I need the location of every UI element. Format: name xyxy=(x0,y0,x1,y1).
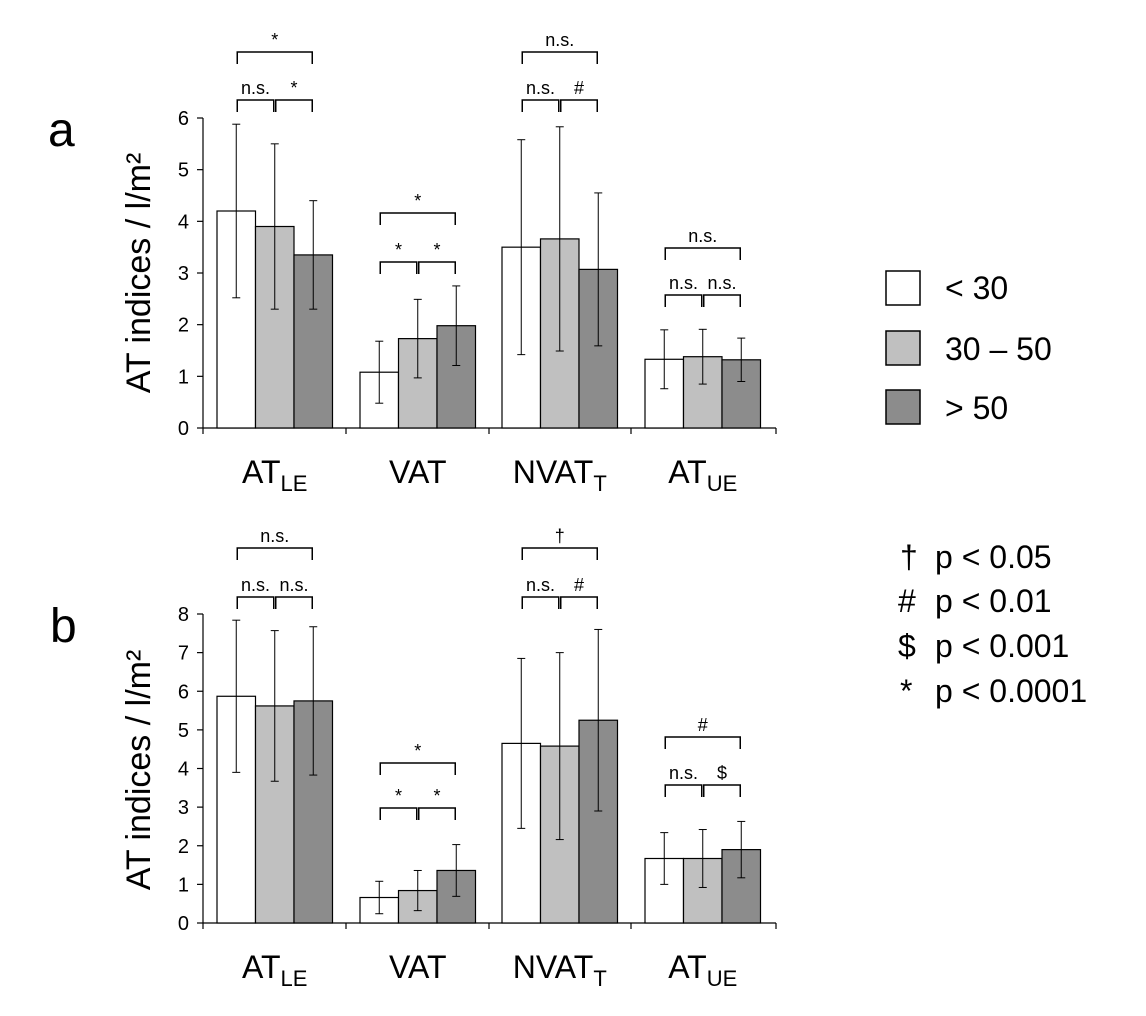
legend-swatch-gt50 xyxy=(885,389,921,425)
significance-bracket xyxy=(275,596,313,609)
sig-text-star: p < 0.0001 xyxy=(935,673,1087,709)
significance-bracket xyxy=(521,596,560,609)
significance-label: n.s. xyxy=(669,763,698,783)
significance-label: n.s. xyxy=(260,526,289,546)
significance-bracket xyxy=(521,547,598,560)
significance-bracket xyxy=(379,261,418,274)
category-label: ATUE xyxy=(668,454,737,496)
y-tick-label: 4 xyxy=(178,211,189,233)
category-label: ATLE xyxy=(242,454,307,496)
significance-bracket xyxy=(236,596,275,609)
significance-bracket xyxy=(560,99,598,112)
legend-label-lt30: < 30 xyxy=(945,270,1008,306)
panel-label-a: a xyxy=(48,104,75,157)
y-tick-label: 6 xyxy=(178,108,189,130)
y-axis-title-b: AT indices / l/m² xyxy=(120,650,158,891)
significance-label: $ xyxy=(717,763,727,783)
significance-bracket xyxy=(703,784,741,797)
significance-label: # xyxy=(574,78,584,98)
significance-bracket xyxy=(664,294,703,307)
category-label: VAT xyxy=(389,949,446,985)
significance-label: * xyxy=(395,786,402,806)
category-label: ATLE xyxy=(242,949,307,991)
significance-label: # xyxy=(574,575,584,595)
category-label: NVATT xyxy=(513,454,607,496)
significance-bracket xyxy=(275,99,313,112)
category-label: VAT xyxy=(389,454,446,490)
significance-label: n.s. xyxy=(241,78,270,98)
significance-bracket xyxy=(379,762,456,775)
legend-label-30-50: 30 – 50 xyxy=(945,331,1052,367)
significance-bracket xyxy=(236,51,313,64)
y-tick-label: 6 xyxy=(178,681,189,703)
significance-bracket xyxy=(418,261,456,274)
significance-bracket xyxy=(379,807,418,820)
sig-text-hash: p < 0.01 xyxy=(935,583,1052,619)
y-tick-label: 1 xyxy=(178,874,189,896)
significance-label: n.s. xyxy=(545,30,574,50)
significance-label: n.s. xyxy=(241,575,270,595)
sig-text-dollar: p < 0.001 xyxy=(935,628,1069,664)
sig-text-dagger: p < 0.05 xyxy=(935,539,1052,575)
y-tick-label: 1 xyxy=(178,366,189,388)
y-axis-title-a: AT indices / l/m² xyxy=(120,153,158,394)
significance-bracket xyxy=(521,99,560,112)
y-tick-label: 5 xyxy=(178,160,189,182)
chart-panel-b: 0 1 2 3 4 5 6 7 8 ATLE n.s. n.s. n.s. VAT * * * NVATT n.s.… xyxy=(178,526,777,991)
group-legend: < 30 30 – 50 > 50 xyxy=(885,270,1052,426)
y-tick-label: 2 xyxy=(178,836,189,858)
y-tick-label: 0 xyxy=(178,418,189,440)
y-tick-label: 0 xyxy=(178,913,189,935)
significance-label: * xyxy=(433,240,440,260)
significance-label: * xyxy=(395,240,402,260)
significance-label: n.s. xyxy=(526,78,555,98)
legend-label-gt50: > 50 xyxy=(945,390,1008,426)
significance-label: * xyxy=(414,741,421,761)
significance-label: † xyxy=(555,526,565,546)
y-tick-label: 4 xyxy=(178,759,189,781)
chart-panel-a: 0 1 2 3 4 5 6 ATLE n.s. * * VAT * * * NVATT n.s. # n.s. ATU… xyxy=(178,30,777,496)
significance-label: * xyxy=(414,191,421,211)
significance-label: * xyxy=(290,78,297,98)
sig-symbol-dagger: † xyxy=(900,539,918,575)
significance-label: n.s. xyxy=(707,273,736,293)
significance-bracket xyxy=(236,547,313,560)
legend-swatch-lt30 xyxy=(885,270,921,306)
category-label: NVATT xyxy=(513,949,607,991)
significance-label: n.s. xyxy=(669,273,698,293)
sig-symbol-hash: # xyxy=(898,583,916,619)
significance-bracket xyxy=(236,99,275,112)
y-tick-label: 3 xyxy=(178,263,189,285)
significance-bracket xyxy=(560,596,598,609)
significance-label: * xyxy=(271,30,278,50)
significance-bracket xyxy=(521,51,598,64)
significance-label: * xyxy=(433,786,440,806)
legend-swatch-30-50 xyxy=(885,330,921,366)
significance-label: # xyxy=(698,715,708,735)
significance-bracket xyxy=(664,784,703,797)
significance-label: n.s. xyxy=(526,575,555,595)
panel-label-b: b xyxy=(50,600,77,653)
category-label: ATUE xyxy=(668,949,737,991)
sig-symbol-star: * xyxy=(900,673,912,709)
sig-symbol-dollar: $ xyxy=(898,628,916,664)
significance-bracket xyxy=(664,736,741,749)
y-tick-label: 5 xyxy=(178,720,189,742)
y-tick-label: 8 xyxy=(178,604,189,626)
y-tick-label: 7 xyxy=(178,643,189,665)
significance-label: n.s. xyxy=(688,226,717,246)
y-tick-label: 2 xyxy=(178,315,189,337)
significance-bracket xyxy=(379,212,456,225)
significance-bracket xyxy=(664,247,741,260)
significance-bracket xyxy=(703,294,741,307)
significance-bracket xyxy=(418,807,456,820)
significance-legend: † p < 0.05 # p < 0.01 $ p < 0.001 * p < … xyxy=(898,539,1087,709)
significance-label: n.s. xyxy=(279,575,308,595)
y-tick-label: 3 xyxy=(178,797,189,819)
